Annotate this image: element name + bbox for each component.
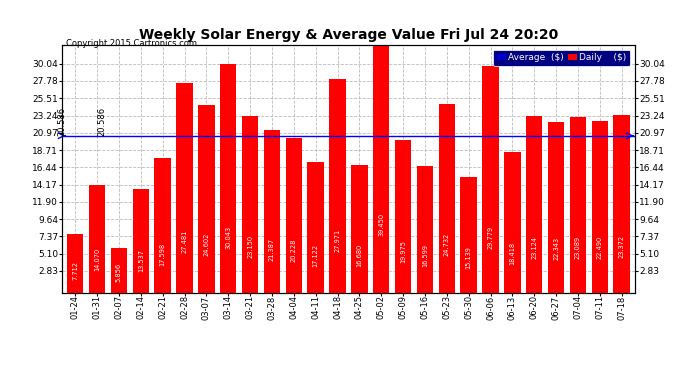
Bar [417, 166, 433, 292]
Text: 19.975: 19.975 [400, 240, 406, 263]
Bar [286, 138, 302, 292]
Text: 22.343: 22.343 [553, 237, 559, 260]
Bar [67, 234, 83, 292]
Text: 27.971: 27.971 [335, 229, 341, 252]
Text: 20.586: 20.586 [57, 106, 66, 136]
Bar [242, 116, 258, 292]
Text: 20.586: 20.586 [97, 106, 106, 136]
Text: 23.372: 23.372 [619, 235, 624, 258]
Text: 24.602: 24.602 [204, 233, 209, 256]
Text: 30.043: 30.043 [225, 226, 231, 249]
Text: 23.150: 23.150 [247, 236, 253, 258]
Bar [351, 165, 368, 292]
Text: 21.387: 21.387 [269, 238, 275, 261]
Bar [373, 0, 389, 292]
Text: 17.598: 17.598 [159, 243, 166, 266]
Bar [460, 177, 477, 292]
Text: Copyright 2015 Cartronics.com: Copyright 2015 Cartronics.com [66, 39, 197, 48]
Text: 18.418: 18.418 [509, 242, 515, 265]
Bar [110, 248, 127, 292]
Bar [155, 159, 171, 292]
Bar [177, 83, 193, 292]
Bar [264, 130, 280, 292]
Text: 23.089: 23.089 [575, 236, 581, 259]
Text: 39.450: 39.450 [378, 213, 384, 236]
Text: 22.490: 22.490 [597, 236, 603, 260]
Legend: Average  ($), Daily    ($): Average ($), Daily ($) [493, 50, 630, 66]
Bar [308, 162, 324, 292]
Bar [439, 104, 455, 292]
Text: 13.537: 13.537 [138, 249, 144, 272]
Bar [89, 185, 106, 292]
Text: 24.732: 24.732 [444, 233, 450, 256]
Bar [526, 116, 542, 292]
Text: 29.779: 29.779 [488, 226, 493, 249]
Text: 7.712: 7.712 [72, 261, 78, 280]
Text: 27.481: 27.481 [181, 229, 188, 252]
Bar [504, 152, 520, 292]
Text: 14.070: 14.070 [94, 248, 100, 271]
Title: Weekly Solar Energy & Average Value Fri Jul 24 20:20: Weekly Solar Energy & Average Value Fri … [139, 28, 558, 42]
Text: 16.599: 16.599 [422, 244, 428, 267]
Text: 17.122: 17.122 [313, 244, 319, 267]
Bar [329, 80, 346, 292]
Text: 15.139: 15.139 [466, 247, 472, 270]
Bar [591, 121, 608, 292]
Bar [570, 117, 586, 292]
Text: 5.856: 5.856 [116, 263, 122, 282]
Bar [220, 64, 237, 292]
Text: 20.228: 20.228 [290, 239, 297, 262]
Bar [395, 140, 411, 292]
Bar [132, 189, 149, 292]
Bar [198, 105, 215, 292]
Text: 23.124: 23.124 [531, 236, 538, 258]
Bar [613, 114, 630, 292]
Text: 16.680: 16.680 [356, 244, 362, 267]
Bar [482, 66, 499, 292]
Bar [548, 122, 564, 292]
